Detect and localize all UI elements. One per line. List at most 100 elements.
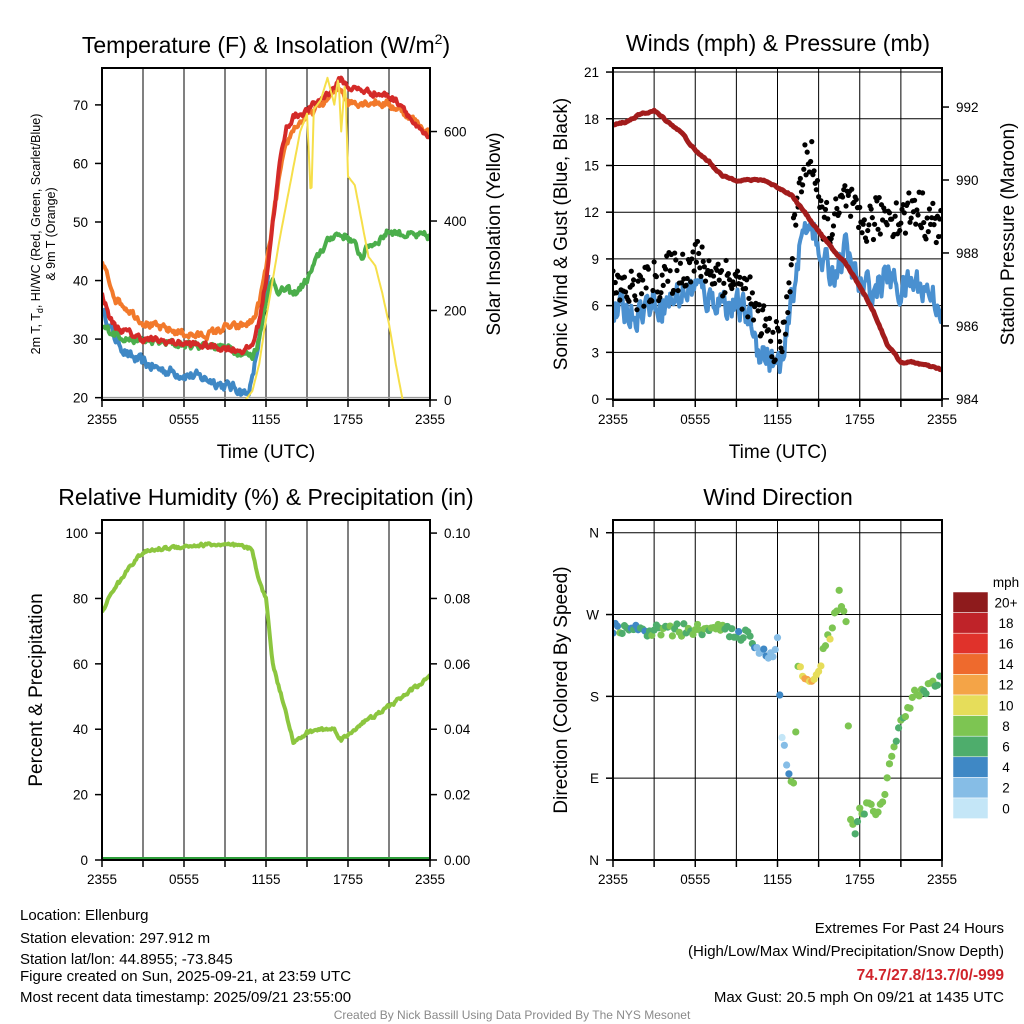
x-tick-label: 2355 (87, 872, 117, 887)
y-tick-label: 21 (584, 65, 599, 80)
gust-point (635, 278, 641, 284)
y-tick-label: 20 (73, 391, 88, 406)
gust-point (747, 274, 753, 280)
gust-point (814, 177, 821, 184)
gust-point (769, 354, 775, 360)
gust-point (660, 282, 666, 288)
dir-y-label: Direction (Colored By Speed) (551, 566, 572, 813)
colorbar-label: 10 (998, 698, 1013, 713)
gust-point (745, 314, 751, 320)
gust-point (865, 227, 871, 234)
gust-point (675, 287, 681, 294)
x-tick-label: 1755 (333, 872, 363, 887)
gust-point (792, 212, 798, 218)
x-tick-label: 0555 (169, 412, 199, 427)
y-tick-label: 9 (591, 252, 599, 267)
gust-point (677, 260, 683, 266)
gust-point (640, 277, 646, 283)
max-gust-text: Max Gust: 20.5 mph On 09/21 at 1435 UTC (714, 989, 1004, 1006)
direction-point (773, 634, 782, 642)
gust-point (697, 265, 703, 271)
gust-point (653, 274, 660, 280)
gust-point (658, 290, 664, 296)
gust-point (762, 323, 768, 329)
gust-point (629, 282, 636, 288)
credit-text: Created By Nick Bassill Using Data Provi… (334, 1008, 691, 1022)
direction-point (776, 691, 784, 699)
wind-y-label: Sonic Wind & Gust (Blue, Black) (551, 98, 572, 370)
created-text: Figure created on Sun, 2025-09-21, at 23… (20, 968, 351, 985)
direction-point (853, 818, 862, 826)
gust-point (793, 222, 799, 228)
plot-frame (101, 519, 431, 861)
gust-point (798, 189, 805, 195)
direction-point (680, 620, 688, 628)
gust-point (897, 227, 903, 234)
colorbar-swatch (952, 777, 989, 799)
y-tick-label: 60 (73, 156, 88, 171)
gust-point (765, 327, 771, 333)
wind-y2-label: Station Pressure (Maroon) (998, 123, 1019, 346)
temp-x-label: Time (UTC) (217, 442, 316, 463)
x-tick-label: 2355 (87, 412, 117, 427)
gust-point (811, 168, 817, 174)
gust-point (782, 331, 789, 337)
gust-point (633, 297, 639, 303)
direction-point (901, 712, 910, 721)
gust-point (700, 258, 706, 265)
gust-point (738, 281, 744, 287)
direction-point (833, 607, 841, 615)
x-tick-label: 1155 (763, 412, 792, 427)
gust-point (930, 200, 936, 206)
dir-plot: 2355 0555 1155 1755 2355 N E S W N (586, 519, 957, 887)
gust-point (937, 216, 942, 222)
direction-point (856, 804, 864, 812)
gust-point (898, 220, 904, 226)
wind-chill-line (102, 274, 271, 397)
y-tick-label: 50 (73, 215, 88, 230)
gust-point (680, 251, 686, 257)
direction-point (840, 607, 848, 615)
direction-point (844, 722, 852, 730)
gust-point (678, 280, 685, 286)
gust-point (688, 279, 694, 285)
colorbar-swatch (952, 756, 989, 778)
extremes-title: Extremes For Past 24 Hours (815, 920, 1004, 937)
gust-point (773, 319, 779, 325)
gust-point (875, 226, 881, 232)
direction-point (860, 810, 868, 818)
gust-point (869, 215, 875, 221)
temp-plot: 2355 0555 1155 1755 2355 20 30 40 50 60 70 0 200 400 6… (73, 67, 467, 427)
y-tick-label: 100 (65, 526, 88, 541)
direction-point (771, 645, 779, 654)
x-tick-label: 2355 (598, 412, 628, 427)
gust-point (746, 295, 752, 302)
gust-point (770, 329, 776, 335)
direction-point (785, 770, 793, 778)
rh-y-label: Percent & Precipitation (26, 593, 47, 786)
direction-point (746, 632, 754, 640)
extremes-description: (High/Low/Max Wind/Precipitation/Snow De… (688, 943, 1004, 960)
direction-point (739, 634, 747, 642)
direction-point (885, 760, 894, 768)
gust-point (924, 215, 930, 221)
gust-point (674, 267, 680, 274)
solar-insolation-line (102, 76, 430, 400)
latlon-text: Station lat/lon: 44.8955; -73.845 (20, 951, 233, 968)
y-tick-label: 70 (73, 98, 88, 113)
y-tick-label: 12 (584, 205, 599, 220)
colorbar-label: 20+ (995, 595, 1018, 610)
gust-point (672, 250, 678, 256)
station-pressure-line (613, 107, 942, 373)
gust-point (702, 278, 709, 284)
colorbar-label: 8 (1002, 719, 1010, 734)
gust-point (808, 158, 814, 165)
y-tick-label: 60 (73, 657, 88, 672)
gust-point (734, 268, 741, 274)
y2-tick-label: 984 (956, 392, 979, 407)
gust-point (804, 149, 810, 155)
gust-point (840, 194, 846, 200)
gust-point (722, 290, 728, 296)
colorbar-label: 12 (998, 678, 1013, 693)
